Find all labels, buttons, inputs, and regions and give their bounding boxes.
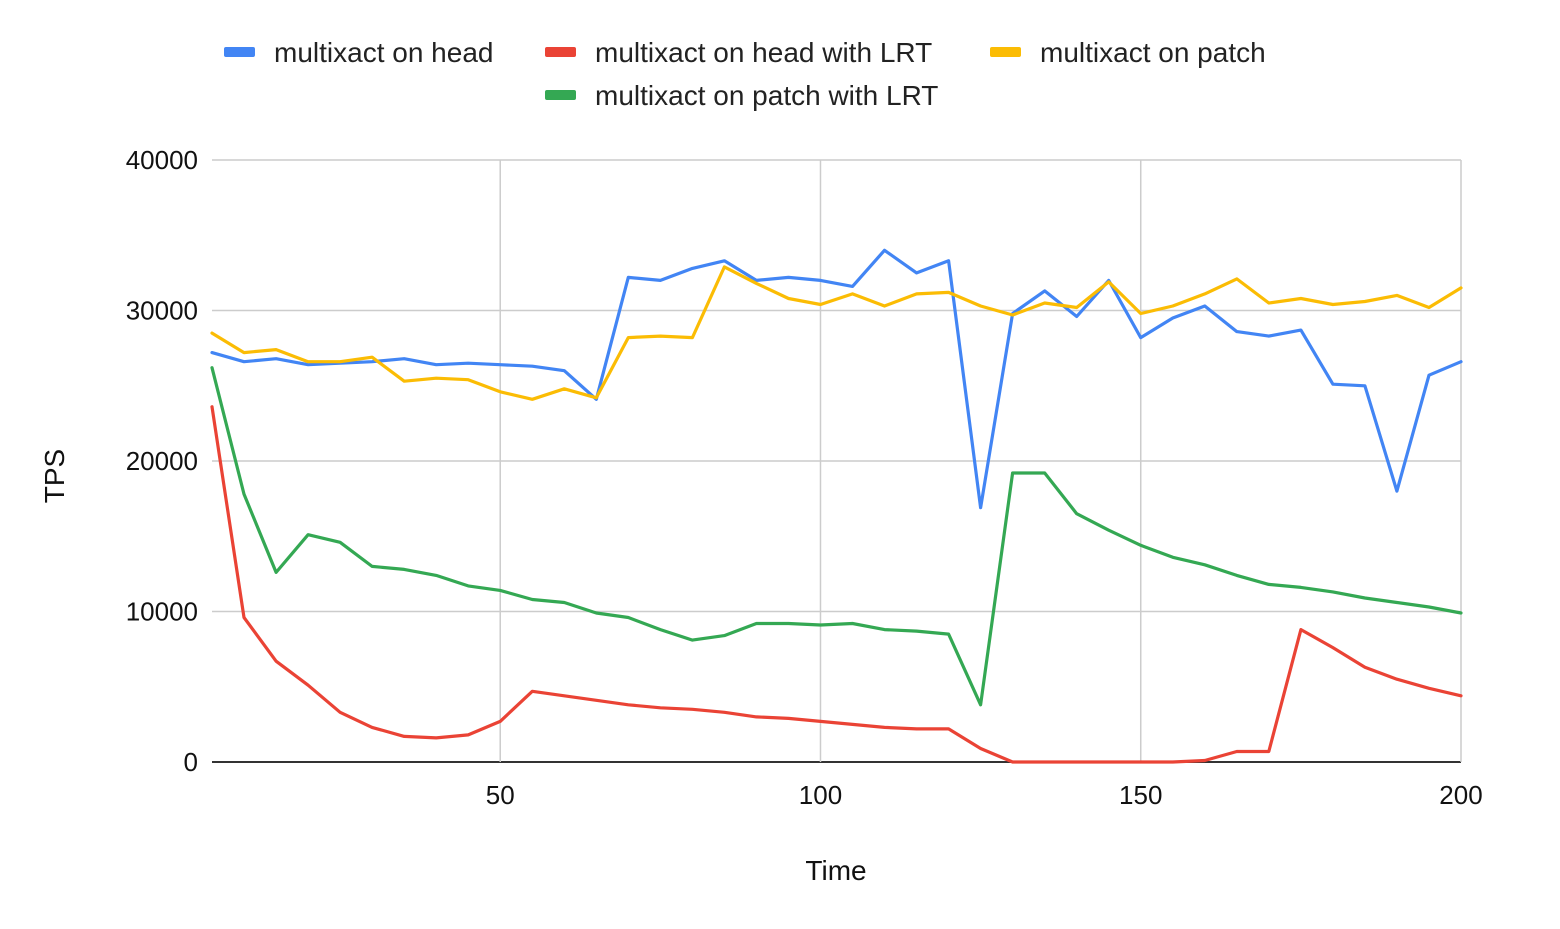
- series-lines: [210, 248, 1463, 764]
- legend-swatch: [545, 47, 576, 57]
- legend-label: multixact on patch: [1040, 37, 1266, 68]
- y-tick-label: 30000: [126, 296, 198, 326]
- x-axis-title: Time: [805, 855, 866, 886]
- legend-label: multixact on head with LRT: [595, 37, 932, 68]
- series-line-3: [210, 366, 1463, 707]
- y-tick-label: 20000: [126, 446, 198, 476]
- grid: [212, 159, 1462, 763]
- legend-label: multixact on patch with LRT: [595, 80, 938, 111]
- x-tick-label: 150: [1119, 780, 1162, 810]
- legend-swatch: [990, 47, 1021, 57]
- legend-label: multixact on head: [274, 37, 493, 68]
- series-line-2: [210, 265, 1463, 401]
- legend-swatch: [545, 90, 576, 100]
- axes: 0 10000 20000 30000 40000 50 100 150 200: [126, 145, 1483, 810]
- y-axis-title: TPS: [39, 449, 70, 503]
- x-tick-label: 200: [1439, 780, 1482, 810]
- series-line-1: [210, 405, 1463, 764]
- series-line-0: [210, 248, 1463, 510]
- x-tick-label: 50: [486, 780, 515, 810]
- x-tick-label: 100: [799, 780, 842, 810]
- y-tick-label: 40000: [126, 145, 198, 175]
- y-tick-label: 0: [184, 747, 198, 777]
- legend-swatch: [224, 47, 255, 57]
- legend: multixact on head multixact on head with …: [224, 37, 1266, 111]
- y-tick-label: 10000: [126, 597, 198, 627]
